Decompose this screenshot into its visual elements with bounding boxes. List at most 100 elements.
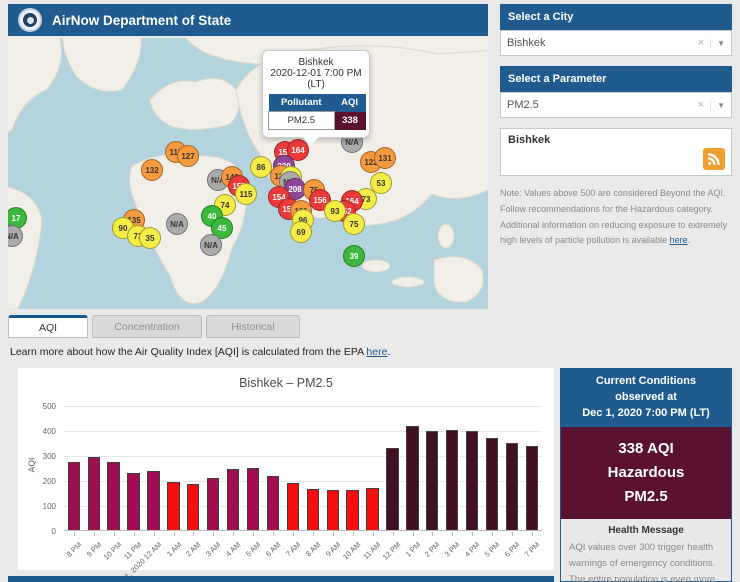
x-axis-label: 3 AM <box>204 540 223 559</box>
map-marker[interactable]: 127 <box>177 145 199 167</box>
gridline <box>64 431 542 432</box>
chevron-down-icon[interactable]: ▼ <box>710 100 725 110</box>
y-axis-tick-label: 200 <box>42 477 56 486</box>
chart-bar <box>107 461 120 530</box>
y-axis-tick-label: 0 <box>51 527 56 536</box>
x-axis-label: 7 AM <box>283 540 303 559</box>
chart-bar <box>505 442 519 530</box>
x-axis-label: 6 AM <box>264 540 283 559</box>
app-title: AirNow Department of State <box>52 12 232 28</box>
city-select[interactable]: Bishkek × ▼ <box>500 30 732 56</box>
x-axis-tickmark <box>73 532 75 536</box>
rss-icon[interactable] <box>703 148 725 170</box>
x-axis-tickmark <box>352 532 354 536</box>
map-marker[interactable]: N/A <box>166 213 188 235</box>
x-axis-tickmark <box>492 532 494 536</box>
world-aqi-map[interactable]: 17N/A132117127135907335N/AN/A14915511574… <box>8 38 488 309</box>
x-axis-tickmark <box>472 532 474 536</box>
note-text: Note: Values above 500 are considered Be… <box>500 186 732 249</box>
cc-aqi-pollutant: PM2.5 <box>624 487 668 505</box>
tab-historical[interactable]: Historical <box>206 315 300 338</box>
x-axis-label: 2 PM <box>423 540 442 559</box>
chevron-down-icon[interactable]: ▼ <box>710 38 725 48</box>
chart-bar <box>326 490 339 530</box>
map-marker[interactable]: 75 <box>343 213 365 235</box>
y-axis-tick-label: 400 <box>42 427 56 436</box>
map-marker[interactable]: 115 <box>235 183 257 205</box>
chart-bar <box>246 467 260 530</box>
x-axis-tickmark <box>332 532 334 536</box>
tooltip-lt: (LT) <box>307 79 325 90</box>
chart-bar <box>465 430 479 530</box>
chart-bar <box>386 447 399 530</box>
health-message-text: AQI values over 300 trigger health warni… <box>569 541 716 582</box>
chart-bar <box>167 482 180 530</box>
x-axis-tickmark <box>372 532 374 536</box>
chart-bar <box>286 482 299 530</box>
map-marker[interactable]: 69 <box>290 221 312 243</box>
chart-bar <box>366 488 379 530</box>
map-marker[interactable]: 39 <box>343 245 365 267</box>
x-axis-tickmark <box>293 532 295 536</box>
chart-bar <box>226 468 240 530</box>
tooltip-city: Bishkek <box>298 57 334 68</box>
tab-concentration[interactable]: Concentration <box>92 315 202 338</box>
x-axis-tickmark <box>113 532 115 536</box>
parameter-select[interactable]: PM2.5 × ▼ <box>500 92 732 118</box>
map-marker[interactable]: 93 <box>324 200 346 222</box>
map-marker[interactable]: 45 <box>211 217 233 239</box>
chart-bar <box>346 490 359 530</box>
map-marker[interactable]: 132 <box>141 159 163 181</box>
x-axis-label: 6 PM <box>502 540 522 559</box>
chart-bar <box>87 457 100 530</box>
cc-aqi-category: Hazardous <box>607 463 685 481</box>
x-axis-tickmark <box>233 532 235 536</box>
learn-more-here-link[interactable]: here <box>366 346 388 358</box>
chart-bar <box>525 445 538 530</box>
map-tooltip: Bishkek 2020-12-01 7:00 PM (LT) Pollutan… <box>262 50 370 145</box>
cc-aqi-value: 338 AQI <box>618 439 674 457</box>
clear-icon[interactable]: × <box>697 99 705 111</box>
map-marker[interactable]: N/A <box>200 234 222 256</box>
tooltip-table: Pollutant AQI PM2.5 338 <box>268 94 366 130</box>
x-axis-labels: 8 PM 9 PM 10 PM 11 PM 01, 2020 12 AM 1 AM 2 AM… <box>64 532 542 582</box>
map-marker[interactable]: 35 <box>139 227 161 249</box>
note-after: . <box>687 235 691 246</box>
health-message-block: Health Message AQI values over 300 trigg… <box>561 519 731 582</box>
map-landmass <box>8 38 488 309</box>
map-marker[interactable]: 131 <box>374 147 396 169</box>
learn-more-before: Learn more about how the Air Quality Ind… <box>10 346 367 358</box>
x-axis-tickmark <box>532 532 534 536</box>
x-axis-tickmark <box>273 532 275 536</box>
chart-plot-area <box>64 406 542 531</box>
x-axis-tickmark <box>312 532 314 536</box>
note-here-link[interactable]: here <box>669 235 688 246</box>
city-panel: Select a City Bishkek × ▼ <box>500 4 732 56</box>
parameter-select-value: PM2.5 <box>507 99 539 111</box>
clear-icon[interactable]: × <box>697 37 705 49</box>
chart-bar <box>485 438 499 530</box>
parameter-panel-header: Select a Parameter <box>500 66 732 92</box>
x-axis-tickmark <box>432 532 434 536</box>
chart-bar <box>266 475 280 530</box>
x-axis-label: 4 AM <box>224 540 243 559</box>
current-aqi-block: 338 AQI Hazardous PM2.5 <box>561 426 731 519</box>
tab-aqi[interactable]: AQI <box>8 315 88 338</box>
map-marker[interactable]: 53 <box>370 172 392 194</box>
chart-bar <box>187 483 200 530</box>
x-axis-label: 8 AM <box>303 540 323 559</box>
cc-header-line2: observed at <box>615 390 677 403</box>
y-axis-tick-label: 300 <box>42 452 56 461</box>
city-panel-header: Select a City <box>500 4 732 30</box>
x-axis-label: 10 AM <box>340 540 363 562</box>
feed-box: Bishkek <box>500 128 732 176</box>
map-marker[interactable]: 86 <box>250 156 272 178</box>
aqi-bar-chart: Bishkek – PM2.5 AQI 0 100 200 300 400 500 8 P… <box>18 368 554 582</box>
x-axis-label: 9 PM <box>84 540 104 559</box>
x-axis-label: 5 AM <box>244 540 263 559</box>
x-axis-tickmark <box>173 532 175 536</box>
x-axis-tickmark <box>93 532 95 536</box>
chart-title: Bishkek – PM2.5 <box>239 376 333 390</box>
x-axis-tickmark <box>412 532 414 536</box>
